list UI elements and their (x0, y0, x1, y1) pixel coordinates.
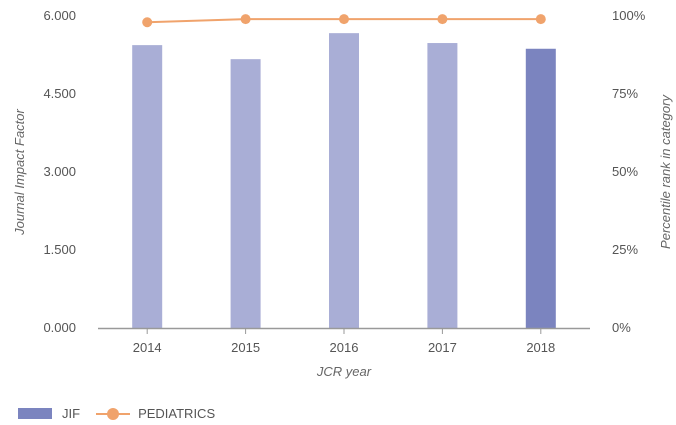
x-tick-label: 2016 (330, 340, 359, 355)
y-tick-label: 1.500 (43, 242, 76, 257)
bar-2018[interactable] (525, 48, 556, 328)
y2-tick-labels: 0% 25% 50% 75% 100% (612, 8, 646, 335)
x-axis-title: JCR year (316, 364, 372, 379)
y-tick-labels: 0.000 1.500 3.000 4.500 6.000 (43, 8, 76, 335)
point-pediatrics-2014[interactable] (142, 17, 153, 28)
x-tick-label: 2017 (428, 340, 457, 355)
y-axis-title: Journal Impact Factor (12, 108, 27, 235)
y-tick-label: 3.000 (43, 164, 76, 179)
x-tick-labels: 2014 2015 2016 2017 2018 (133, 328, 555, 355)
y-tick-label: 0.000 (43, 320, 76, 335)
legend-label-jif: JIF (62, 406, 81, 421)
bar-group (132, 33, 556, 329)
y2-tick-label: 25% (612, 242, 638, 257)
bar-2015[interactable] (230, 59, 261, 328)
bar-2017[interactable] (427, 43, 458, 328)
y2-tick-label: 75% (612, 86, 638, 101)
legend-item-pediatrics[interactable]: PEDIATRICS (96, 406, 215, 421)
legend-bar-swatch (18, 408, 52, 419)
legend-item-jif[interactable]: JIF (18, 406, 80, 421)
point-pediatrics-2016[interactable] (339, 14, 349, 25)
point-pediatrics-2017[interactable] (437, 14, 448, 25)
legend: JIF PEDIATRICS (18, 406, 231, 421)
y2-tick-label: 0% (612, 320, 631, 335)
line-group (142, 14, 546, 28)
y2-axis-title: Percentile rank in category (658, 94, 673, 249)
bar-2016[interactable] (329, 33, 359, 328)
legend-line-marker (96, 407, 131, 420)
legend-label-pediatrics: PEDIATRICS (138, 406, 216, 421)
y-tick-label: 4.500 (43, 86, 76, 101)
point-pediatrics-2018[interactable] (535, 14, 546, 25)
x-tick-label: 2018 (526, 340, 555, 355)
bar-2014[interactable] (132, 45, 163, 329)
x-tick-label: 2015 (231, 340, 260, 355)
point-pediatrics-2015[interactable] (240, 14, 251, 25)
x-tick-label: 2014 (133, 340, 162, 355)
y2-tick-label: 100% (612, 8, 646, 23)
y-tick-label: 6.000 (43, 8, 76, 23)
y2-tick-label: 50% (612, 164, 638, 179)
